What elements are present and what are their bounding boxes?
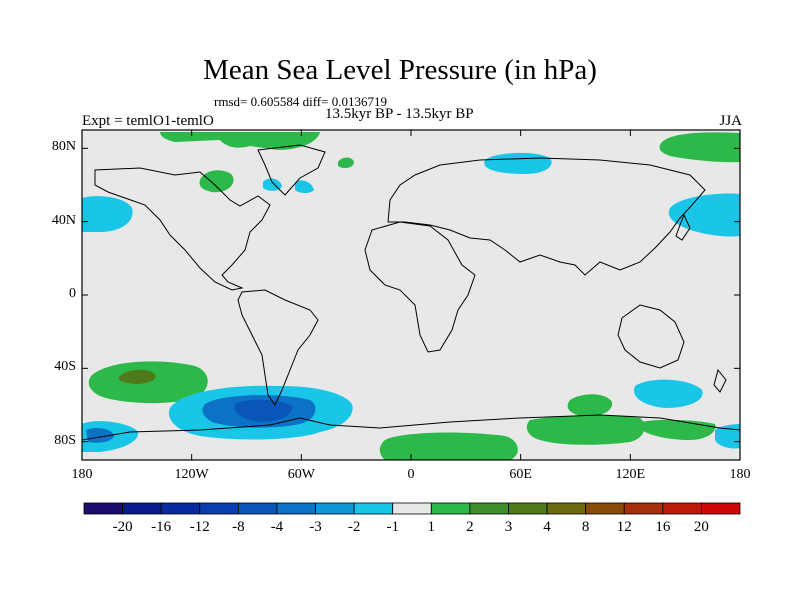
- colorbar-swatch: [122, 502, 162, 515]
- coast-new-zealand: [713, 368, 727, 393]
- coast-antarctica: [82, 414, 740, 441]
- anomaly-patch-pos-barents: [338, 157, 354, 169]
- colorbar-label: -1: [386, 519, 399, 535]
- y-tick-label: 40N: [51, 212, 76, 228]
- anomaly-patch-neg-east-antarctic: [715, 424, 740, 449]
- colorbar-label: -4: [270, 519, 284, 535]
- anomaly-patch-neg-north-pacific: [668, 193, 740, 237]
- colorbar-label: 20: [693, 519, 709, 535]
- colorbar-label: 12: [616, 519, 632, 535]
- map-title: Mean Sea Level Pressure (in hPa): [203, 54, 597, 86]
- x-tick-label: 180: [71, 467, 93, 482]
- coast-japan: [675, 213, 691, 241]
- colorbar-swatch: [546, 502, 587, 515]
- anomaly-patch-neg-greenland-east: [295, 180, 314, 193]
- colorbar-label: 3: [504, 519, 513, 535]
- anomaly-patch-pos-arctic-atlantic: [160, 132, 320, 150]
- map-subtitle: 13.5kyr BP - 13.5kyr BP: [325, 106, 474, 122]
- coast-south-america: [237, 289, 319, 406]
- anomaly-patch-pos-antarctic-3: [640, 419, 716, 440]
- coastlines: [82, 144, 740, 441]
- anomaly-patch-pos-antarctic-2: [526, 415, 645, 445]
- colorbar-label: 4: [543, 519, 551, 535]
- anomaly-patch-pos-hudson: [199, 170, 234, 193]
- colorbar-label: -8: [232, 519, 245, 535]
- colorbar-swatch: [701, 502, 741, 515]
- colorbar-label: 8: [581, 519, 590, 535]
- anomaly-patch-neg-southern-ocean-core: [234, 399, 293, 422]
- y-tick-label: 80N: [51, 139, 76, 155]
- anomaly-patch-neg-north-atlantic-west: [82, 196, 133, 232]
- coast-eurasia: [387, 157, 706, 276]
- colorbar-swatch: [508, 502, 548, 515]
- anomaly-patch-pos-antarctic-1: [379, 432, 518, 460]
- x-tick-label: 120E: [615, 467, 646, 482]
- colorbar-swatch: [623, 502, 664, 515]
- colorbar-label: -2: [347, 519, 361, 535]
- y-tick-label: 40S: [54, 359, 76, 375]
- anomaly-patch-pos-ne-pacific: [659, 132, 740, 163]
- colorbar-swatch: [199, 502, 239, 515]
- colorbar-label: -3: [309, 519, 322, 535]
- colorbar-label: 2: [466, 519, 474, 535]
- colorbar-swatch: [469, 502, 509, 515]
- x-tick-label: 60W: [287, 467, 315, 482]
- coast-australia: [617, 304, 685, 369]
- colorbar-swatch: [353, 502, 394, 515]
- colorbar-swatch: [237, 502, 278, 515]
- y-tick-label: 80S: [54, 432, 76, 448]
- stats-line: rmsd= 0.605584 diff= 0.0136719: [214, 94, 387, 109]
- colorbar-label: -12: [189, 519, 210, 535]
- colorbar-swatch: [585, 502, 625, 515]
- colorbar-label: -16: [151, 519, 172, 535]
- colorbar-swatch: [276, 502, 316, 515]
- colorbar: [83, 502, 741, 515]
- colorbar-label: 16: [655, 519, 671, 535]
- x-tick-label: 180: [729, 467, 751, 482]
- experiment-label: Expt = temlO1-temlO: [82, 113, 214, 129]
- y-tick-label: 0: [69, 286, 76, 301]
- anomaly-patch-neg-eurasia-arctic: [484, 152, 552, 174]
- x-tick-label: 60E: [509, 467, 532, 482]
- coast-north-america: [94, 167, 271, 291]
- colorbar-swatch: [160, 502, 201, 515]
- x-tick-label: 0: [407, 467, 415, 482]
- colorbar-swatch: [315, 502, 355, 515]
- colorbar-swatch: [430, 502, 471, 515]
- colorbar-label: 1: [427, 519, 436, 535]
- coast-africa: [364, 221, 476, 353]
- colorbar-swatch: [392, 502, 432, 515]
- anomaly-patch-pos-indian-ocean: [567, 394, 613, 417]
- axis-ticks: [81, 130, 741, 460]
- anomaly-patch-neg-indian-south: [634, 379, 703, 408]
- colorbar-swatch: [83, 502, 123, 515]
- x-tick-label: 120W: [174, 467, 209, 482]
- anomaly-contours: [82, 132, 740, 460]
- colorbar-label: -20: [112, 519, 133, 535]
- anomaly-patch-pos-south-pacific-core: [118, 369, 156, 384]
- season-label: JJA: [719, 113, 742, 129]
- anomaly-patch-neg-ross-core: [86, 428, 114, 443]
- coast-greenland: [257, 144, 326, 196]
- colorbar-swatch: [662, 502, 702, 515]
